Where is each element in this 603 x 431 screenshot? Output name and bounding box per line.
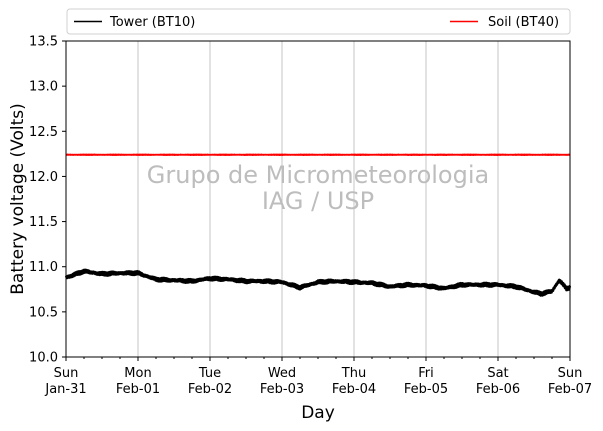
x-tick-label-day: Sun [54, 366, 79, 381]
watermark: Grupo de Micrometeorologia IAG / USP [147, 161, 489, 215]
x-tick-label-day: Fri [418, 366, 434, 381]
x-tick-label-date: Feb-05 [404, 382, 448, 397]
x-tick-label-date: Feb-04 [332, 382, 376, 397]
legend: Tower (BT10) Soil (BT40) [66, 8, 571, 35]
x-tick-label-date: Feb-06 [476, 382, 520, 397]
x-tick-label-date: Feb-03 [260, 382, 304, 397]
watermark-line-2: IAG / USP [262, 187, 374, 215]
x-tick-label-date: Jan-31 [44, 382, 86, 397]
legend-label-soil: Soil (BT40) [488, 15, 559, 30]
series-line-soil [65, 153, 571, 156]
y-tick-label: 11.0 [29, 260, 58, 275]
legend-frame [66, 8, 571, 35]
x-gridlines [137, 41, 499, 357]
x-axis-title: Day [301, 403, 335, 423]
x-tick-label-day: Thu [341, 366, 366, 381]
y-tick-label: 12.5 [29, 125, 58, 140]
x-tick-label-day: Sat [487, 366, 508, 381]
y-axis: 10.0 10.5 11.0 11.5 12.0 12.5 13.0 13.5 [29, 35, 66, 366]
y-tick-label: 11.5 [29, 215, 58, 230]
y-tick-label: 13.5 [29, 35, 58, 50]
y-axis-title: Battery voltage (Volts) [8, 103, 28, 294]
series-line-tower [64, 268, 572, 297]
x-tick-label-date: Feb-02 [188, 382, 232, 397]
x-tick-label-day: Mon [124, 366, 151, 381]
x-tick-label-day: Sun [558, 366, 583, 381]
plot-area [66, 41, 570, 357]
x-tick-label-day: Wed [268, 366, 296, 381]
y-tick-label: 10.5 [29, 305, 58, 320]
x-tick-label-date: Feb-07 [548, 382, 592, 397]
legend-label-tower: Tower (BT10) [109, 15, 195, 30]
y-tick-label: 12.0 [29, 170, 58, 185]
x-tick-label-date: Feb-01 [116, 382, 160, 397]
x-tick-label-day: Tue [198, 366, 221, 381]
series-layer [64, 153, 572, 297]
y-tick-label: 13.0 [29, 80, 58, 95]
y-tick-label: 10.0 [29, 351, 58, 366]
x-axis: SunJan-31MonFeb-01TueFeb-02WedFeb-03ThuF… [44, 357, 592, 397]
watermark-line-1: Grupo de Micrometeorologia [147, 161, 489, 189]
